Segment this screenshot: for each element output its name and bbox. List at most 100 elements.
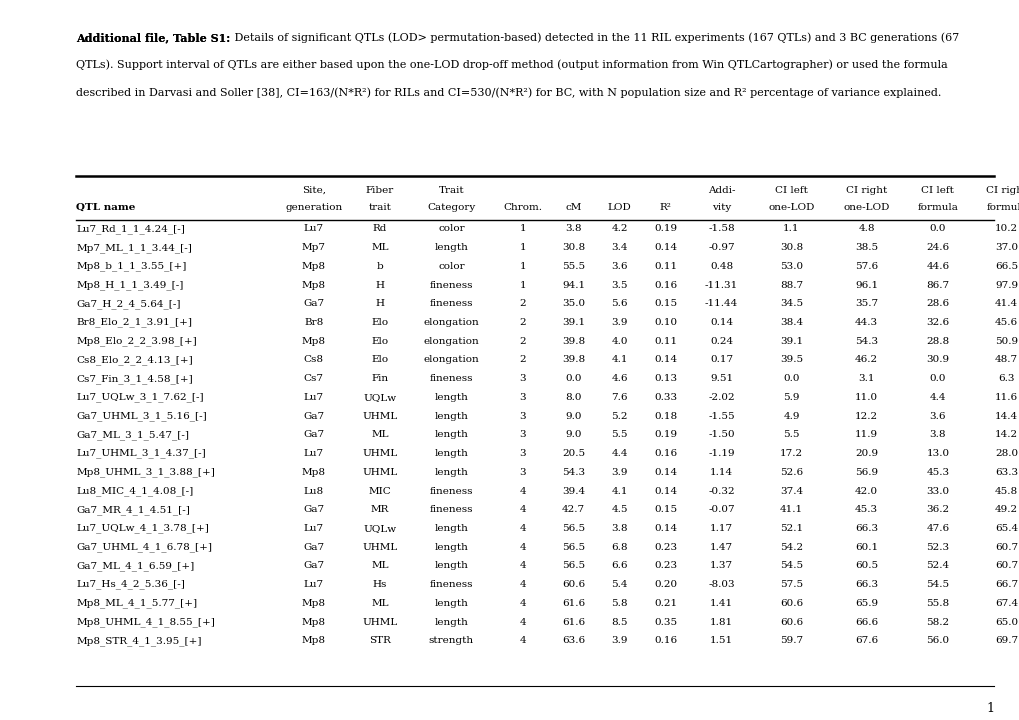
- Text: 55.8: 55.8: [925, 599, 949, 608]
- Text: 3.9: 3.9: [610, 468, 628, 477]
- Text: 61.6: 61.6: [561, 618, 585, 626]
- Text: Lu7_UQLw_3_1_7.62_[-]: Lu7_UQLw_3_1_7.62_[-]: [76, 392, 204, 402]
- Text: QTLs). Support interval of QTLs are either based upon the one-LOD drop-off metho: QTLs). Support interval of QTLs are eith…: [76, 60, 948, 71]
- Text: UQLw: UQLw: [363, 524, 396, 533]
- Text: CI right: CI right: [845, 186, 887, 194]
- Text: 54.3: 54.3: [561, 468, 585, 477]
- Text: 44.6: 44.6: [925, 262, 949, 271]
- Text: 39.8: 39.8: [561, 337, 585, 346]
- Text: length: length: [434, 412, 468, 420]
- Text: 7.6: 7.6: [610, 393, 628, 402]
- Text: Lu7: Lu7: [304, 580, 323, 589]
- Text: 4.0: 4.0: [610, 337, 628, 346]
- Text: 9.0: 9.0: [565, 431, 582, 439]
- Text: 60.7: 60.7: [995, 562, 1017, 570]
- Text: 3.8: 3.8: [565, 225, 582, 233]
- Text: Ga7_MR_4_1_4.51_[-]: Ga7_MR_4_1_4.51_[-]: [76, 505, 191, 515]
- Text: 45.8: 45.8: [995, 487, 1017, 495]
- Text: color: color: [437, 225, 465, 233]
- Text: Lu8_MIC_4_1_4.08_[-]: Lu8_MIC_4_1_4.08_[-]: [76, 486, 194, 496]
- Text: 39.5: 39.5: [780, 356, 802, 364]
- Text: length: length: [434, 243, 468, 252]
- Text: 35.7: 35.7: [854, 300, 877, 308]
- Text: 39.1: 39.1: [780, 337, 802, 346]
- Text: 4.1: 4.1: [610, 487, 628, 495]
- Text: 94.1: 94.1: [561, 281, 585, 289]
- Text: Lu7: Lu7: [304, 225, 323, 233]
- Text: 32.6: 32.6: [925, 318, 949, 327]
- Text: 4: 4: [519, 580, 526, 589]
- Text: Mp8: Mp8: [302, 262, 325, 271]
- Text: -0.07: -0.07: [707, 505, 735, 514]
- Text: 54.2: 54.2: [780, 543, 802, 552]
- Text: 37.4: 37.4: [780, 487, 802, 495]
- Text: 38.4: 38.4: [780, 318, 802, 327]
- Text: -0.32: -0.32: [707, 487, 735, 495]
- Text: 46.2: 46.2: [854, 356, 877, 364]
- Text: 3: 3: [519, 412, 526, 420]
- Text: Mp7: Mp7: [302, 243, 325, 252]
- Text: length: length: [434, 562, 468, 570]
- Text: 11.6: 11.6: [995, 393, 1017, 402]
- Text: MR: MR: [370, 505, 389, 514]
- Text: 1: 1: [519, 243, 526, 252]
- Text: 11.0: 11.0: [854, 393, 877, 402]
- Text: Ga7_UHML_4_1_6.78_[+]: Ga7_UHML_4_1_6.78_[+]: [76, 542, 212, 552]
- Text: 13.0: 13.0: [925, 449, 949, 458]
- Text: 1.37: 1.37: [709, 562, 733, 570]
- Text: Ga7_ML_3_1_5.47_[-]: Ga7_ML_3_1_5.47_[-]: [76, 430, 190, 440]
- Text: -0.97: -0.97: [707, 243, 735, 252]
- Text: 41.4: 41.4: [995, 300, 1017, 308]
- Text: 60.6: 60.6: [780, 599, 802, 608]
- Text: 28.8: 28.8: [925, 337, 949, 346]
- Text: Site,: Site,: [302, 186, 325, 194]
- Text: Elo: Elo: [371, 337, 388, 346]
- Text: 3.8: 3.8: [928, 431, 946, 439]
- Text: 45.6: 45.6: [995, 318, 1017, 327]
- Text: 35.0: 35.0: [561, 300, 585, 308]
- Text: 0.14: 0.14: [653, 487, 677, 495]
- Text: 57.5: 57.5: [780, 580, 802, 589]
- Text: 1: 1: [985, 702, 994, 715]
- Text: 63.6: 63.6: [561, 636, 585, 645]
- Text: 56.9: 56.9: [854, 468, 877, 477]
- Text: 66.3: 66.3: [854, 580, 877, 589]
- Text: 4: 4: [519, 636, 526, 645]
- Text: Lu7: Lu7: [304, 393, 323, 402]
- Text: Chrom.: Chrom.: [502, 203, 542, 212]
- Text: 66.3: 66.3: [854, 524, 877, 533]
- Text: one-LOD: one-LOD: [843, 203, 889, 212]
- Text: 12.2: 12.2: [854, 412, 877, 420]
- Text: 4: 4: [519, 618, 526, 626]
- Text: Ga7_UHML_3_1_5.16_[-]: Ga7_UHML_3_1_5.16_[-]: [76, 411, 207, 421]
- Text: b: b: [376, 262, 383, 271]
- Text: 6.6: 6.6: [610, 562, 628, 570]
- Text: 20.5: 20.5: [561, 449, 585, 458]
- Text: 4.9: 4.9: [783, 412, 799, 420]
- Text: Mp8_H_1_1_3.49_[-]: Mp8_H_1_1_3.49_[-]: [76, 280, 183, 290]
- Text: 0.0: 0.0: [928, 374, 946, 383]
- Text: 59.7: 59.7: [780, 636, 802, 645]
- Text: 56.5: 56.5: [561, 524, 585, 533]
- Text: 0.19: 0.19: [653, 431, 677, 439]
- Text: 3.8: 3.8: [610, 524, 628, 533]
- Text: 52.1: 52.1: [780, 524, 802, 533]
- Text: 61.6: 61.6: [561, 599, 585, 608]
- Text: 0.16: 0.16: [653, 281, 677, 289]
- Text: Additional file, Table S1:: Additional file, Table S1:: [76, 32, 230, 43]
- Text: 4: 4: [519, 505, 526, 514]
- Text: 2: 2: [519, 318, 526, 327]
- Text: fineness: fineness: [429, 580, 473, 589]
- Text: length: length: [434, 618, 468, 626]
- Text: 60.6: 60.6: [561, 580, 585, 589]
- Text: 0.17: 0.17: [709, 356, 733, 364]
- Text: Details of significant QTLs (LOD> permutation-based) detected in the 11 RIL expe: Details of significant QTLs (LOD> permut…: [230, 32, 958, 43]
- Text: Ga7: Ga7: [303, 505, 324, 514]
- Text: fineness: fineness: [429, 487, 473, 495]
- Text: 0.14: 0.14: [709, 318, 733, 327]
- Text: 0.19: 0.19: [653, 225, 677, 233]
- Text: 1.14: 1.14: [709, 468, 733, 477]
- Text: LOD: LOD: [607, 203, 631, 212]
- Text: Mp7_ML_1_1_3.44_[-]: Mp7_ML_1_1_3.44_[-]: [76, 243, 193, 253]
- Text: R²: R²: [659, 203, 671, 212]
